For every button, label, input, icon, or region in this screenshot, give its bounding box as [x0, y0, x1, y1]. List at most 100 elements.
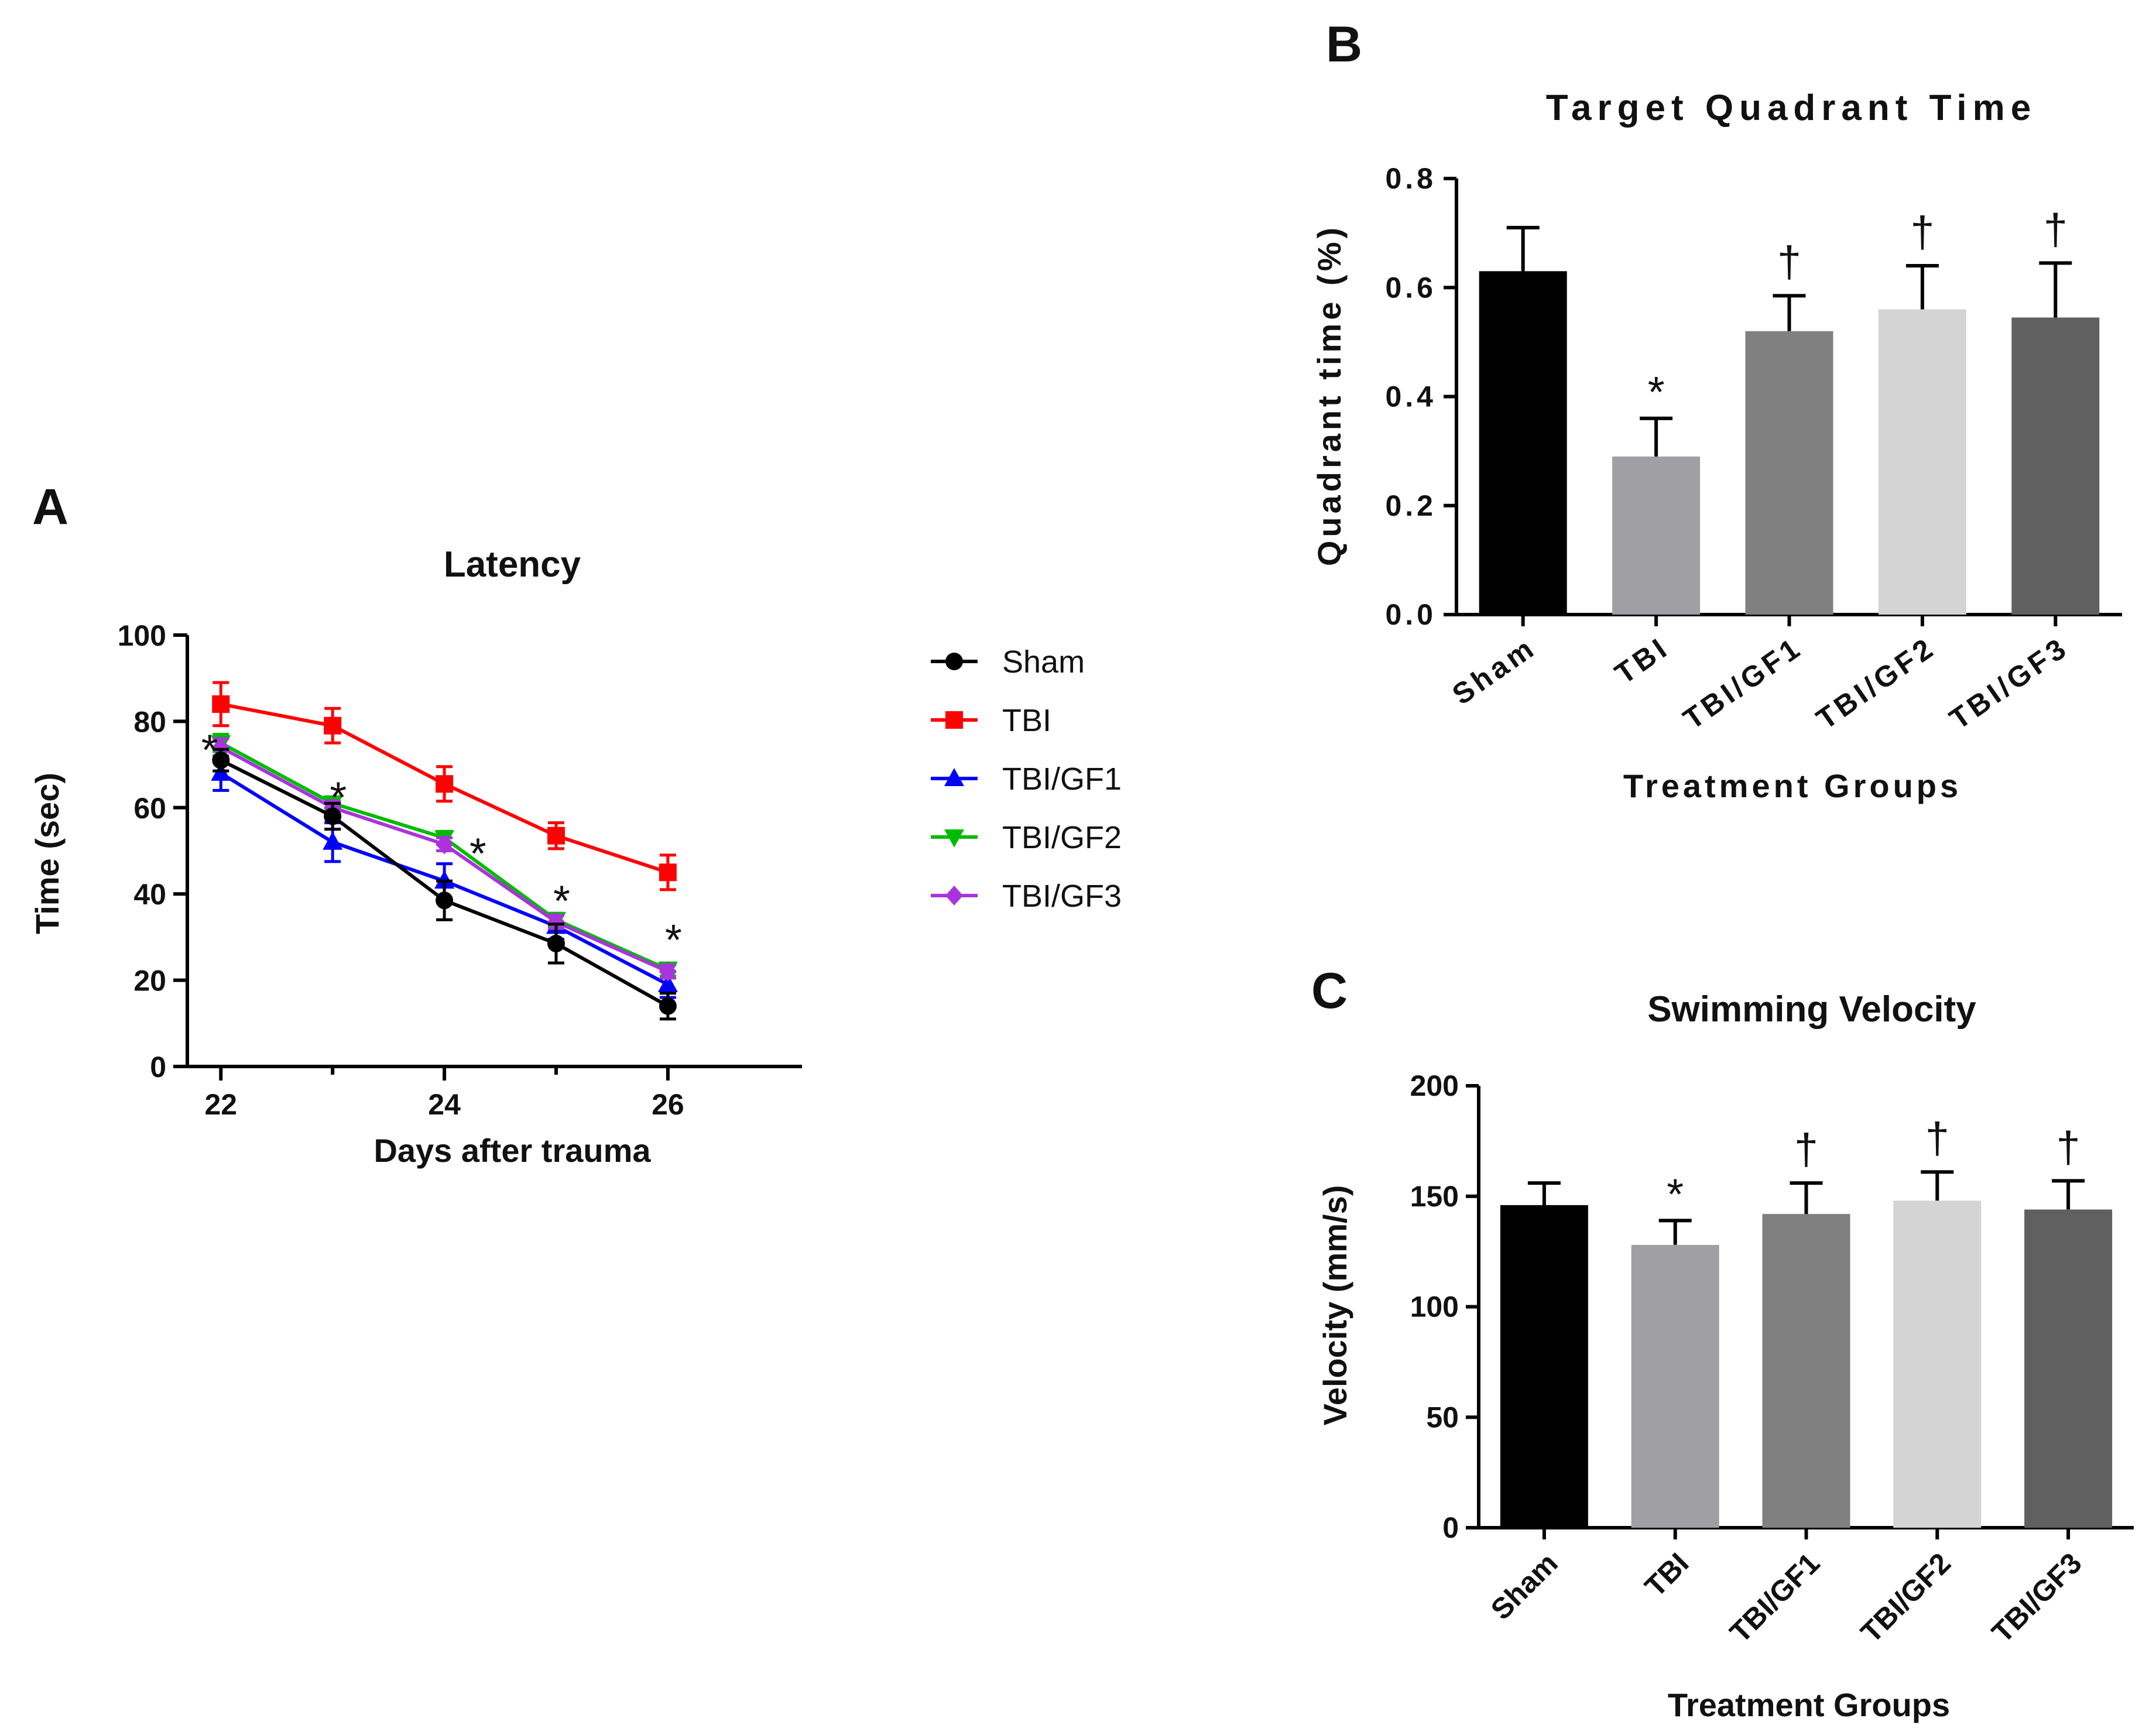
panel-b-y-ticks: 0.0 0.2 0.4 0.6 0.8 — [1385, 162, 1456, 631]
y-tick-label: 0.4 — [1385, 380, 1437, 413]
data-point — [547, 934, 565, 952]
panel-a-title: Latency — [444, 544, 581, 585]
legend-marker — [945, 886, 963, 906]
bar-tbi: * — [1612, 368, 1701, 615]
panel-b-letter: B — [1326, 16, 1362, 73]
data-point — [436, 775, 454, 793]
panel-c-x-ticks: Sham TBI TBI/GF1 TBI/GF2 TBI/GF3 — [1485, 1528, 2088, 1649]
x-tick-label: TBI — [1609, 630, 1675, 690]
legend-label: TBI/GF1 — [1002, 762, 1122, 797]
panel-b-xlabel: Treatment Groups — [1623, 767, 1962, 804]
data-point — [212, 695, 230, 713]
legend-marker — [945, 653, 963, 670]
data-point — [436, 891, 454, 910]
bar — [1893, 1201, 1982, 1528]
legend-label: TBI — [1002, 703, 1051, 738]
bar-sham — [1500, 1181, 1588, 1528]
bar — [1745, 331, 1833, 615]
x-tick-label: TBI/GF2 — [1855, 1546, 1957, 1649]
significance-asterisk: * — [1648, 368, 1665, 416]
panel-a-y-tick-label: 100 — [118, 619, 166, 652]
bar — [2011, 317, 2100, 615]
series-tbi — [212, 681, 677, 891]
bar-tbi-gf1: † — [1762, 1125, 1850, 1528]
panel-c-ylabel: Velocity (mm/s) — [1317, 1185, 1353, 1426]
bar — [1631, 1244, 1719, 1528]
panel-c-xlabel: Treatment Groups — [1668, 1686, 1950, 1723]
x-tick-label: TBI/GF3 — [1944, 630, 2075, 736]
panel-c-title: Swimming Velocity — [1647, 989, 1976, 1030]
panel-b-target-quadrant-time: B Target Quadrant Time Treatment Groups … — [1311, 16, 2122, 804]
bar — [1500, 1205, 1588, 1528]
bar — [1762, 1213, 1850, 1528]
panel-a-y-tick-label: 80 — [133, 705, 166, 738]
bar-tbi-gf2: † — [1878, 208, 1966, 615]
data-point — [436, 834, 454, 855]
x-tick-label: TBI/GF3 — [1986, 1546, 2088, 1649]
legend-label: TBI/GF2 — [1002, 820, 1122, 855]
panel-a-latency: A Latency Days after trauma Time (sec) 0… — [29, 479, 1122, 1169]
panel-a-y-tick-label: 20 — [133, 965, 166, 997]
panel-b-bars: * † † † — [1479, 205, 2100, 615]
data-point — [547, 912, 565, 932]
significance-dagger: † — [1925, 1114, 1949, 1162]
legend-item-tbi-gf3: TBI/GF3 — [931, 879, 1122, 914]
panel-a-y-tick-label: 0 — [150, 1051, 166, 1083]
data-point — [212, 751, 230, 769]
panel-a-x-tick-label: 22 — [204, 1088, 237, 1121]
legend-marker — [944, 829, 964, 848]
panel-a-y-tick-label: 40 — [133, 878, 166, 911]
panel-a-significance: * * * * * — [201, 726, 682, 964]
x-tick-label: Sham — [1447, 630, 1542, 711]
data-point — [212, 737, 230, 757]
y-tick-label: 150 — [1410, 1180, 1459, 1213]
bar — [1479, 271, 1567, 615]
y-tick-label: 0.8 — [1385, 162, 1437, 195]
legend-marker — [944, 768, 964, 786]
panel-c-swimming-velocity: C Swimming Velocity Treatment Groups Vel… — [1311, 963, 2134, 1723]
bar — [2024, 1209, 2113, 1528]
bar-tbi-gf3: † — [2011, 205, 2100, 615]
significance-asterisk: * — [201, 726, 218, 774]
panel-a-x-tick-label: 24 — [428, 1088, 461, 1121]
significance-dagger: † — [1777, 238, 1801, 286]
panel-a-letter: A — [32, 479, 68, 535]
data-point — [324, 716, 342, 735]
bar-tbi: * — [1631, 1169, 1719, 1528]
panel-a-series — [211, 681, 678, 1021]
y-tick-label: 200 — [1410, 1069, 1459, 1102]
bar-tbi-gf2: † — [1893, 1114, 1982, 1528]
panel-b-x-ticks: Sham TBI TBI/GF1 TBI/GF2 TBI/GF3 — [1447, 615, 2075, 736]
significance-asterisk: * — [1667, 1169, 1684, 1218]
x-tick-label: TBI — [1639, 1546, 1695, 1603]
legend-item-sham: Sham — [931, 644, 1085, 680]
significance-dagger: † — [1910, 208, 1934, 256]
significance-asterisk: * — [469, 829, 486, 878]
data-point — [323, 831, 343, 850]
legend-item-tbi: TBI — [931, 703, 1051, 738]
significance-asterisk: * — [330, 773, 347, 822]
panel-a-ylabel: Time (sec) — [29, 773, 66, 934]
panel-a-legend: Sham TBI TBI/GF1 TBI/GF2 TBI/GF3 — [931, 644, 1122, 914]
significance-asterisk: * — [665, 915, 682, 964]
bar-sham — [1479, 225, 1567, 615]
legend-item-tbi-gf1: TBI/GF1 — [931, 762, 1122, 797]
x-tick-label: TBI/GF1 — [1677, 630, 1808, 736]
significance-dagger: † — [2044, 205, 2068, 253]
significance-dagger: † — [1794, 1125, 1818, 1174]
panel-c-y-ticks: 0 50 100 150 200 — [1410, 1069, 1479, 1544]
panel-a-x-ticks: 22 24 26 — [204, 1066, 684, 1121]
panel-b-ylabel: Quadrant time (%) — [1311, 224, 1348, 566]
data-point — [657, 973, 678, 992]
x-tick-label: TBI/GF1 — [1723, 1546, 1826, 1649]
series-sham — [212, 747, 677, 1021]
significance-asterisk: * — [553, 877, 570, 925]
panel-b-title: Target Quadrant Time — [1546, 88, 2037, 128]
data-point — [659, 863, 677, 882]
data-point — [659, 997, 677, 1015]
data-point — [324, 807, 342, 825]
panel-a-y-ticks: 0 20 40 60 80 100 — [118, 619, 187, 1083]
panel-c-bars: * † † † — [1500, 1114, 2113, 1528]
y-tick-label: 100 — [1410, 1291, 1459, 1323]
